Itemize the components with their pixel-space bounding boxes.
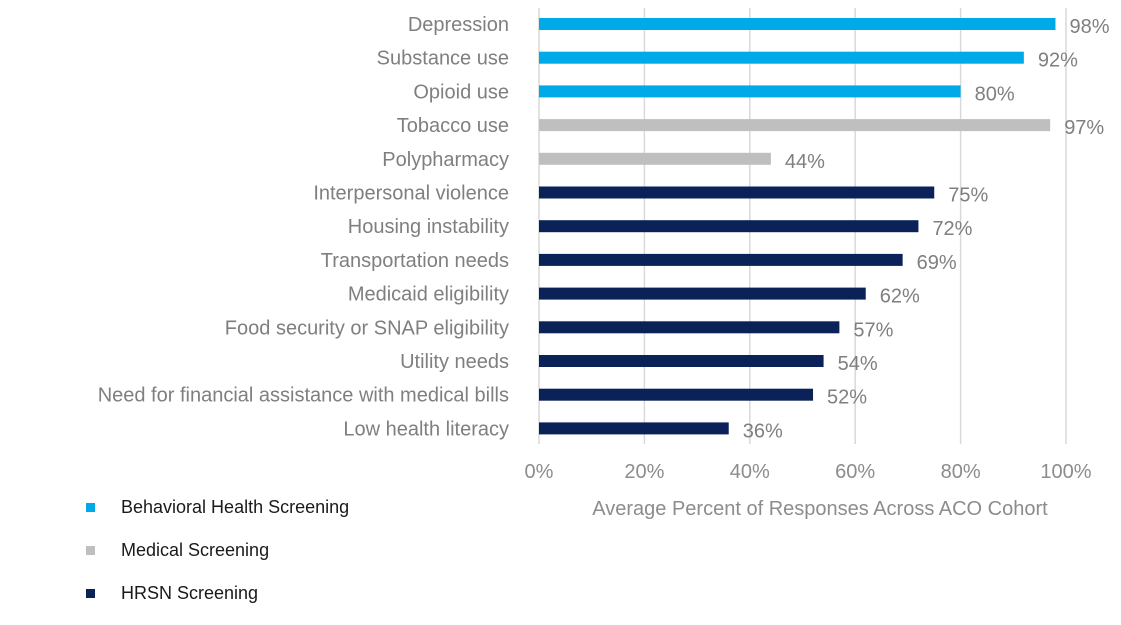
bar <box>539 152 771 165</box>
value-labels: 98% 92% 80% 97% 44% 75% 72% 69% 62% 57% 54% 52% 36% <box>743 16 1110 442</box>
legend-swatch-medical <box>86 545 95 555</box>
data-label: 36% <box>743 420 783 442</box>
category-label: Housing instability <box>348 216 509 238</box>
category-label: Medicaid eligibility <box>348 284 509 306</box>
bar <box>539 321 840 334</box>
x-axis-ticks: 0% 20% 40% 60% 80% 100% <box>525 461 1092 483</box>
legend-label-medical: Medical Screening <box>121 539 270 560</box>
data-label: 75% <box>948 185 988 207</box>
category-label: Transportation needs <box>321 250 509 272</box>
category-label: Substance use <box>377 48 509 70</box>
bar <box>539 220 919 233</box>
bar <box>539 422 729 435</box>
legend-label-behavioral: Behavioral Health Screening <box>121 496 350 517</box>
legend: Behavioral Health Screening Medical Scre… <box>86 496 349 625</box>
legend-item-hrsn: HRSN Screening <box>86 582 349 604</box>
data-label: 92% <box>1038 50 1078 72</box>
data-label: 97% <box>1064 117 1104 139</box>
data-label: 72% <box>932 218 972 240</box>
category-label: Tobacco use <box>397 115 509 137</box>
data-label: 98% <box>1069 16 1109 38</box>
bar-chart: Depression Substance use Opioid use Tobacco… <box>98 8 1110 520</box>
bar <box>539 388 814 401</box>
legend-swatch-hrsn <box>86 588 95 598</box>
category-label: Utility needs <box>400 351 509 373</box>
x-tick-label: 0% <box>525 461 554 483</box>
category-label: Depression <box>408 14 509 36</box>
bar <box>539 85 961 98</box>
bar <box>539 186 935 199</box>
data-label: 69% <box>917 252 957 274</box>
legend-item-behavioral: Behavioral Health Screening <box>86 496 349 518</box>
data-label: 57% <box>853 319 893 341</box>
data-label: 44% <box>785 151 825 173</box>
bar <box>539 253 903 266</box>
category-label: Polypharmacy <box>382 149 509 171</box>
x-tick-label: 100% <box>1040 461 1091 483</box>
bars <box>539 18 1056 435</box>
bar <box>539 287 866 300</box>
category-label: Need for financial assistance with medic… <box>98 385 509 407</box>
bar <box>539 51 1024 64</box>
x-tick-label: 60% <box>835 461 875 483</box>
category-label: Interpersonal violence <box>313 183 509 205</box>
bar <box>539 18 1056 30</box>
x-axis-title: Average Percent of Responses Across ACO … <box>592 498 1048 520</box>
legend-label-hrsn: HRSN Screening <box>121 582 259 603</box>
category-label: Low health literacy <box>343 418 509 440</box>
data-label: 80% <box>975 83 1015 105</box>
bar <box>539 355 824 367</box>
bar <box>539 119 1051 132</box>
category-labels: Depression Substance use Opioid use Tobacco… <box>98 14 509 440</box>
data-label: 52% <box>827 387 867 409</box>
x-tick-label: 40% <box>730 461 770 483</box>
x-tick-label: 80% <box>941 461 981 483</box>
legend-swatch-behavioral <box>86 502 95 512</box>
category-label: Opioid use <box>413 81 509 103</box>
data-label: 62% <box>880 286 920 308</box>
data-label: 54% <box>838 353 878 375</box>
legend-item-medical: Medical Screening <box>86 539 349 561</box>
x-tick-label: 20% <box>624 461 664 483</box>
category-label: Food security or SNAP eligibility <box>225 317 509 339</box>
